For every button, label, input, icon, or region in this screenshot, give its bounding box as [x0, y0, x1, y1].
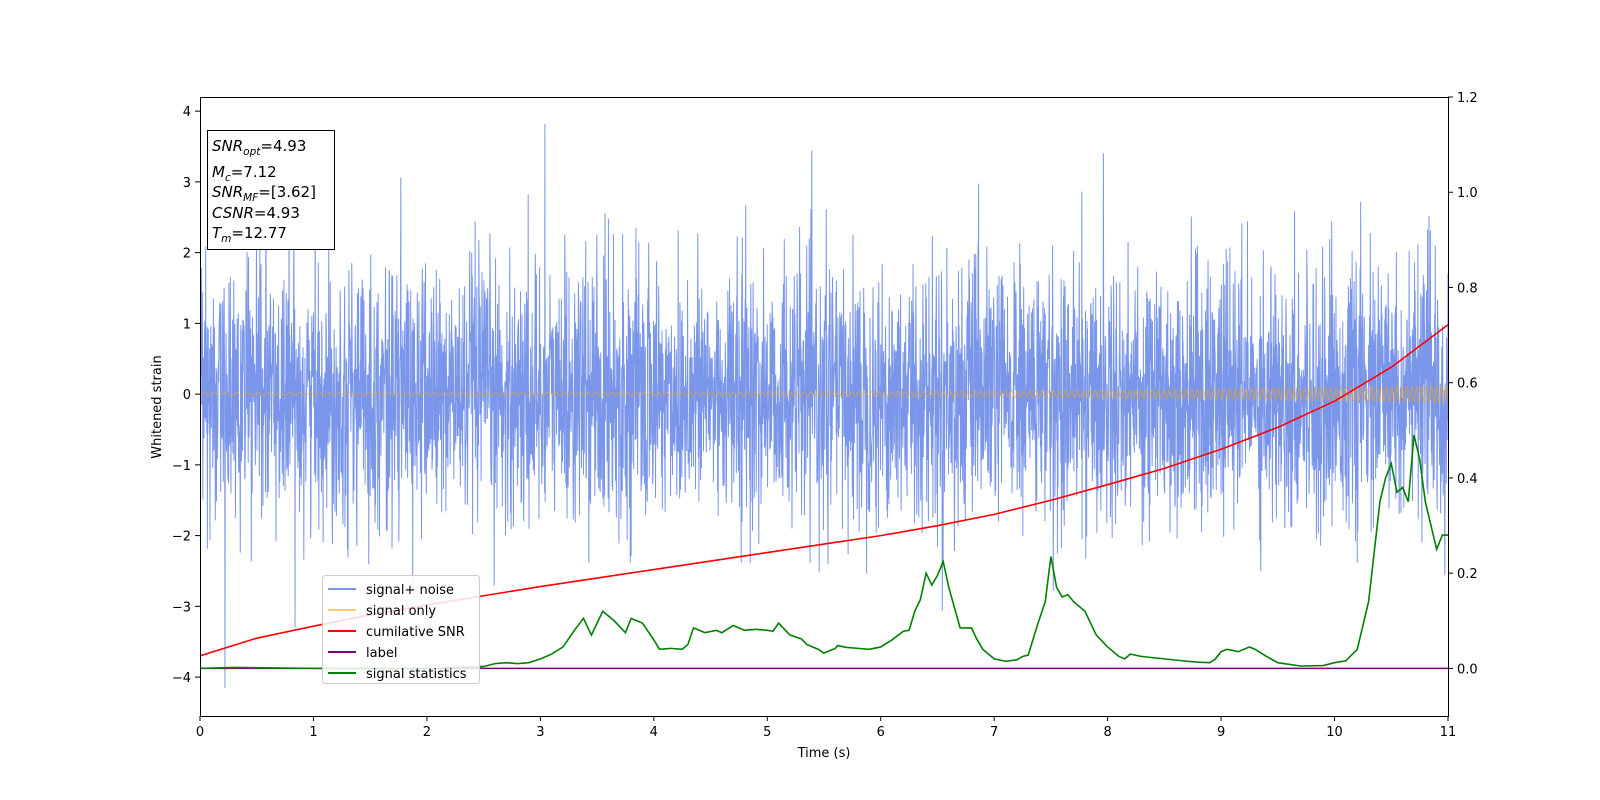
annotation-line: Mc=7.12 — [212, 163, 277, 184]
x-tick-label: 8 — [1103, 725, 1111, 740]
legend-label: signal statistics — [366, 667, 467, 682]
y2-tick-label: 0.2 — [1457, 567, 1478, 582]
annotation-line: CSNR=4.93 — [212, 204, 300, 222]
y-tick-label: 0 — [183, 388, 191, 403]
x-tick-label: 2 — [423, 725, 431, 740]
y2-tick-label: 1.0 — [1457, 186, 1478, 201]
x-axis: 0 1 2 3 4 5 6 7 8 9 10 11 — [196, 716, 1456, 740]
legend-label: cumilative SNR — [366, 625, 465, 640]
y2-tick-label: 0.6 — [1457, 377, 1478, 392]
annotation-line: SNRMF=[3.62] — [212, 183, 316, 204]
legend-label: signal+ noise — [366, 583, 454, 598]
series-signal-statistics-line — [200, 434, 1448, 670]
legend-label: signal only — [366, 604, 436, 619]
x-tick-label: 9 — [1217, 725, 1225, 740]
y-tick-label: 4 — [183, 105, 191, 120]
y-tick-label: −3 — [172, 600, 191, 615]
x-tick-label: 5 — [763, 725, 771, 740]
y2-tick-label: 0.4 — [1457, 472, 1478, 487]
y-tick-label: −4 — [172, 671, 191, 686]
x-tick-label: 6 — [877, 725, 885, 740]
x-tick-label: 0 — [196, 725, 204, 740]
y-tick-label: 1 — [183, 317, 191, 332]
y-axis-left: 4 3 2 1 0 −1 −2 −3 −4 — [172, 105, 200, 686]
y2-tick-label: 1.2 — [1457, 91, 1478, 106]
annotation-line: SNRopt=4.93 — [212, 137, 306, 158]
y-axis-right: 0.0 0.2 0.4 0.6 0.8 1.0 1.2 — [1448, 91, 1478, 677]
x-tick-label: 7 — [990, 725, 998, 740]
series-signal-plus-noise-line — [200, 123, 1448, 688]
legend-items: signal+ noise signal only cumilative SNR la… — [328, 583, 467, 682]
x-tick-label: 10 — [1326, 725, 1343, 740]
y-tick-label: −2 — [172, 530, 191, 545]
legend: signal+ noise signal only cumilative SNR la… — [322, 575, 480, 684]
x-tick-label: 4 — [650, 725, 658, 740]
y-tick-label: −1 — [172, 459, 191, 474]
x-tick-label: 11 — [1440, 725, 1457, 740]
x-tick-label: 1 — [309, 725, 317, 740]
annotation-line: Tm=12.77 — [212, 224, 287, 245]
y2-tick-label: 0.0 — [1457, 662, 1478, 677]
legend-label: label — [366, 646, 397, 661]
y-tick-label: 2 — [183, 247, 191, 262]
series-signal-only-line — [200, 384, 1448, 405]
y2-tick-label: 0.8 — [1457, 281, 1478, 296]
x-axis-label: Time (s) — [797, 746, 851, 761]
plot-frame — [200, 97, 1449, 717]
y-axis-label: Whitened strain — [150, 355, 165, 458]
x-tick-label: 3 — [536, 725, 544, 740]
y-tick-label: 3 — [183, 176, 191, 191]
